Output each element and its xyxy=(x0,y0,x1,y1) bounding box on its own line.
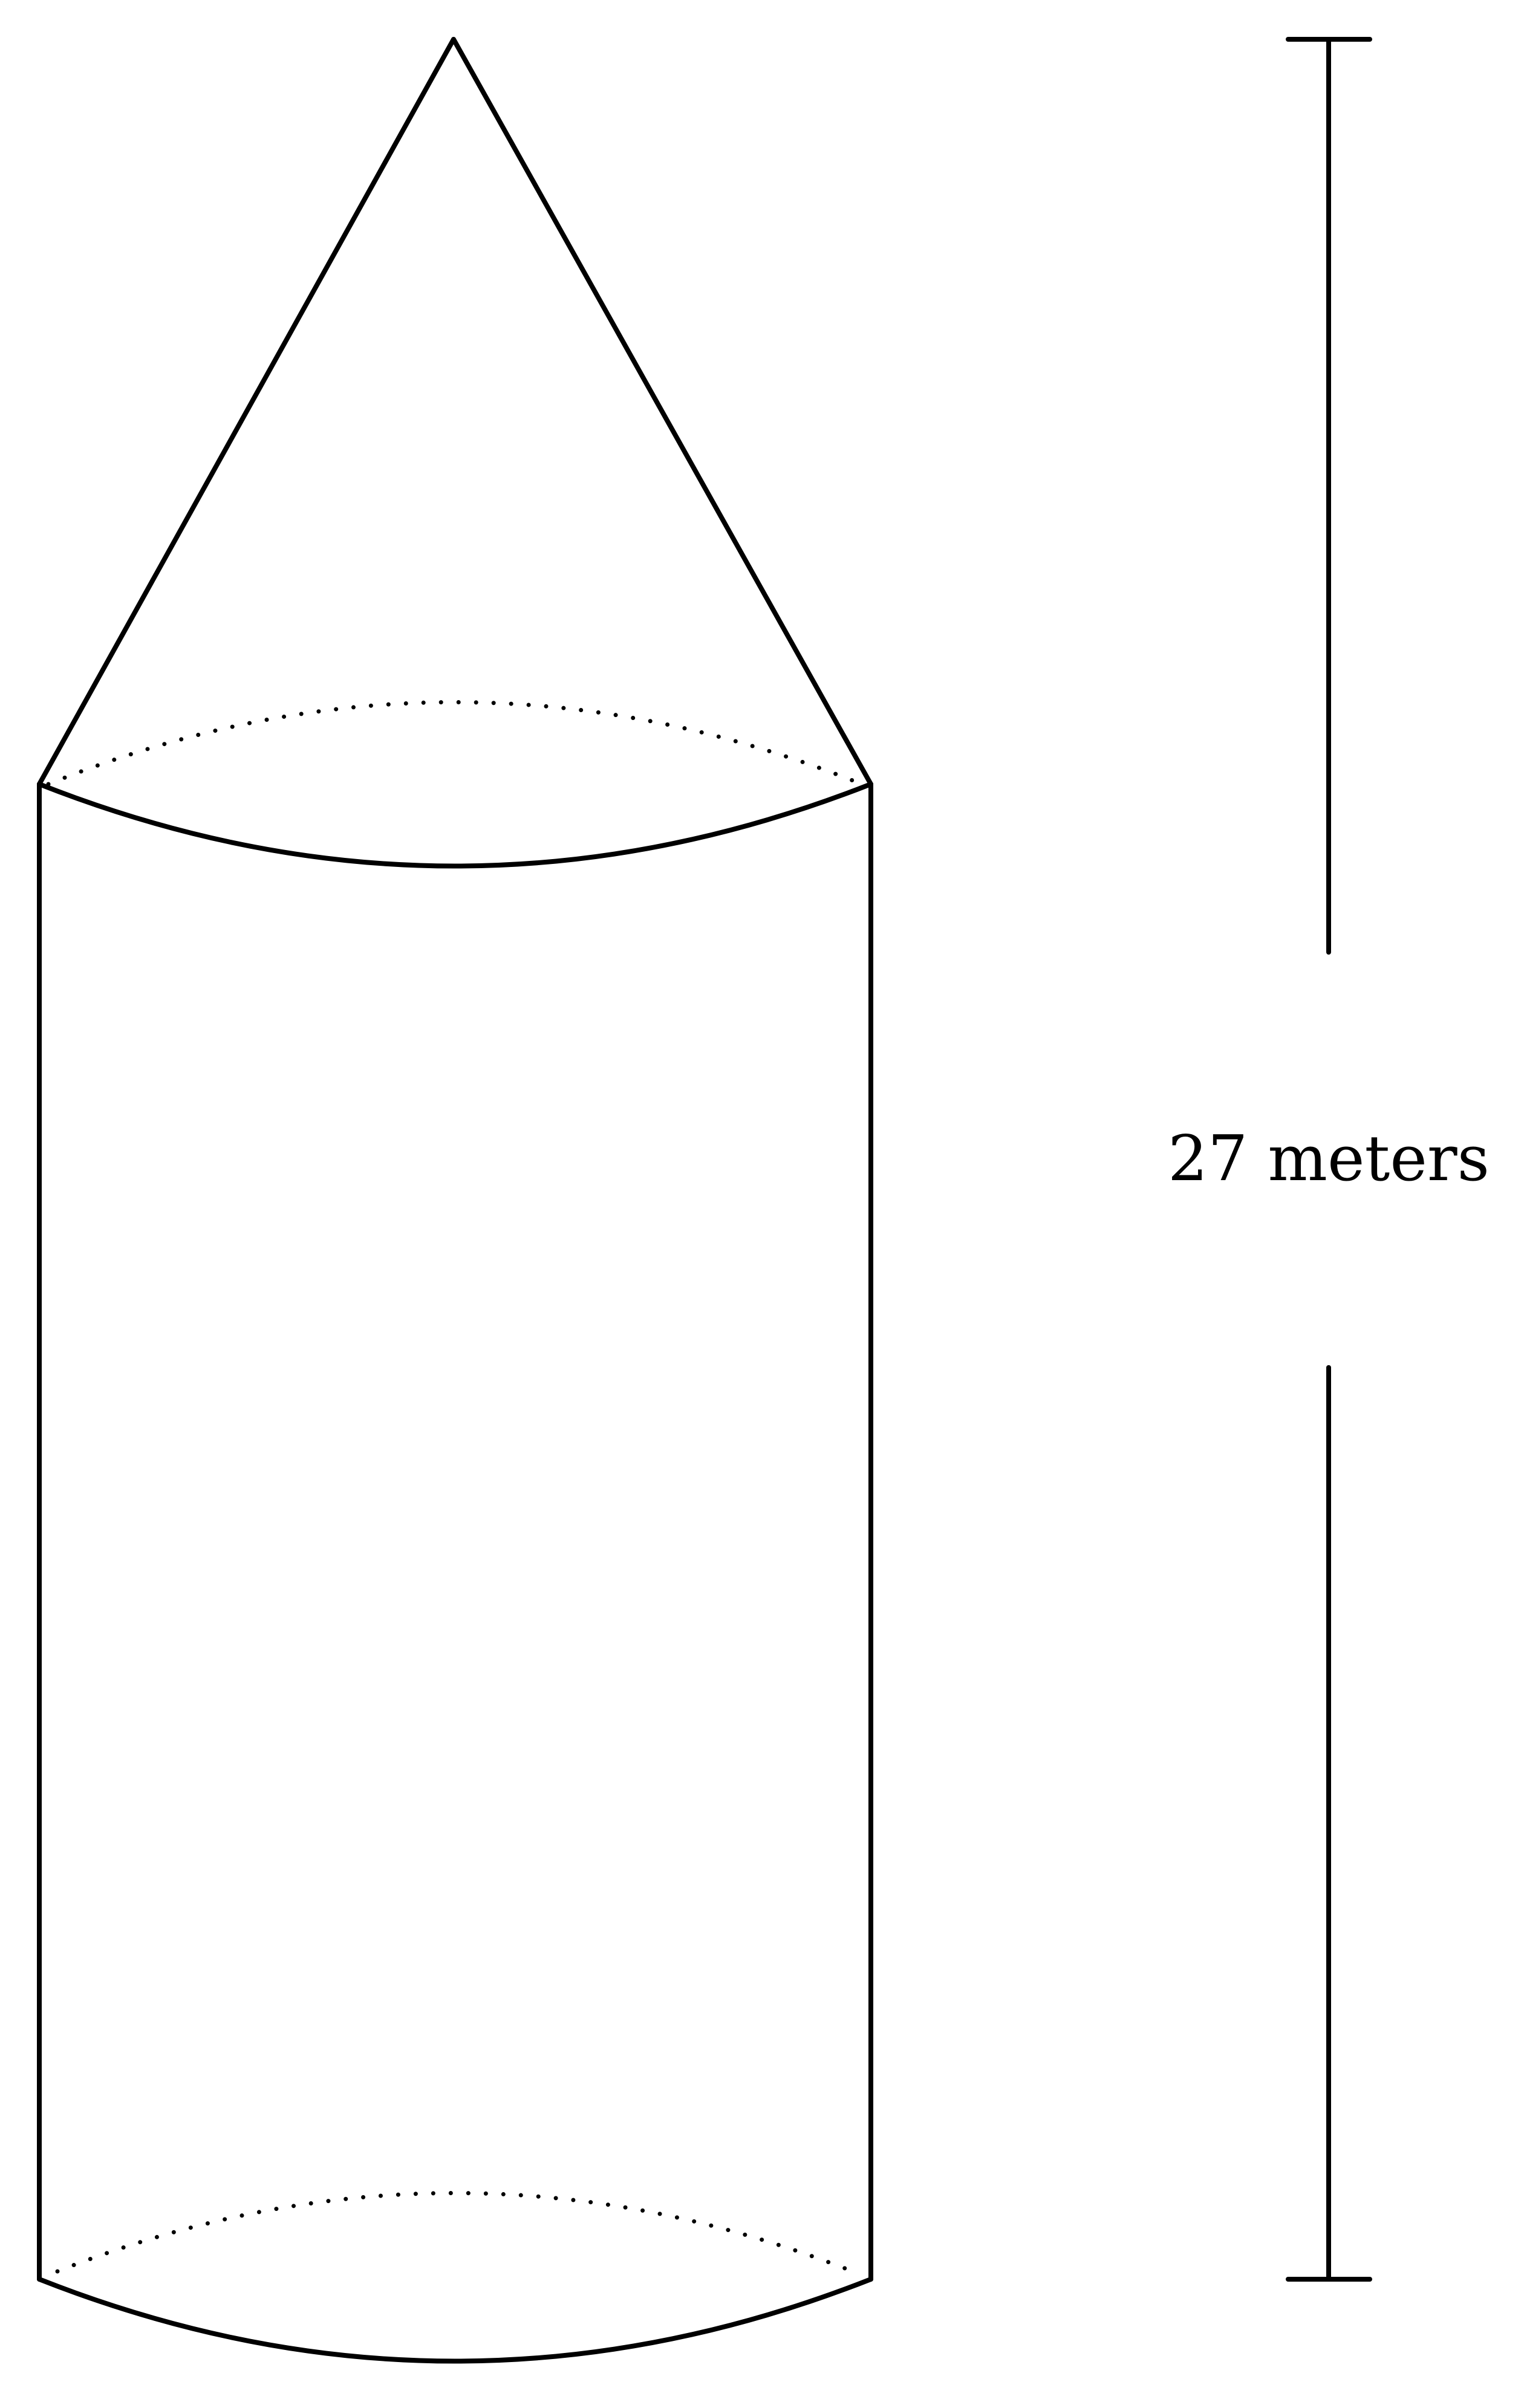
bottom-ellipse-front-arc xyxy=(37,2277,873,2364)
height-label: 27 meters xyxy=(1168,1121,1490,1195)
top-ellipse-back-arc xyxy=(46,700,864,787)
top-ellipse-front-arc xyxy=(37,782,873,869)
bottom-ellipse-back-arc xyxy=(55,2191,855,2274)
cone-left-edge xyxy=(37,37,456,787)
cone-right-edge xyxy=(451,37,873,787)
